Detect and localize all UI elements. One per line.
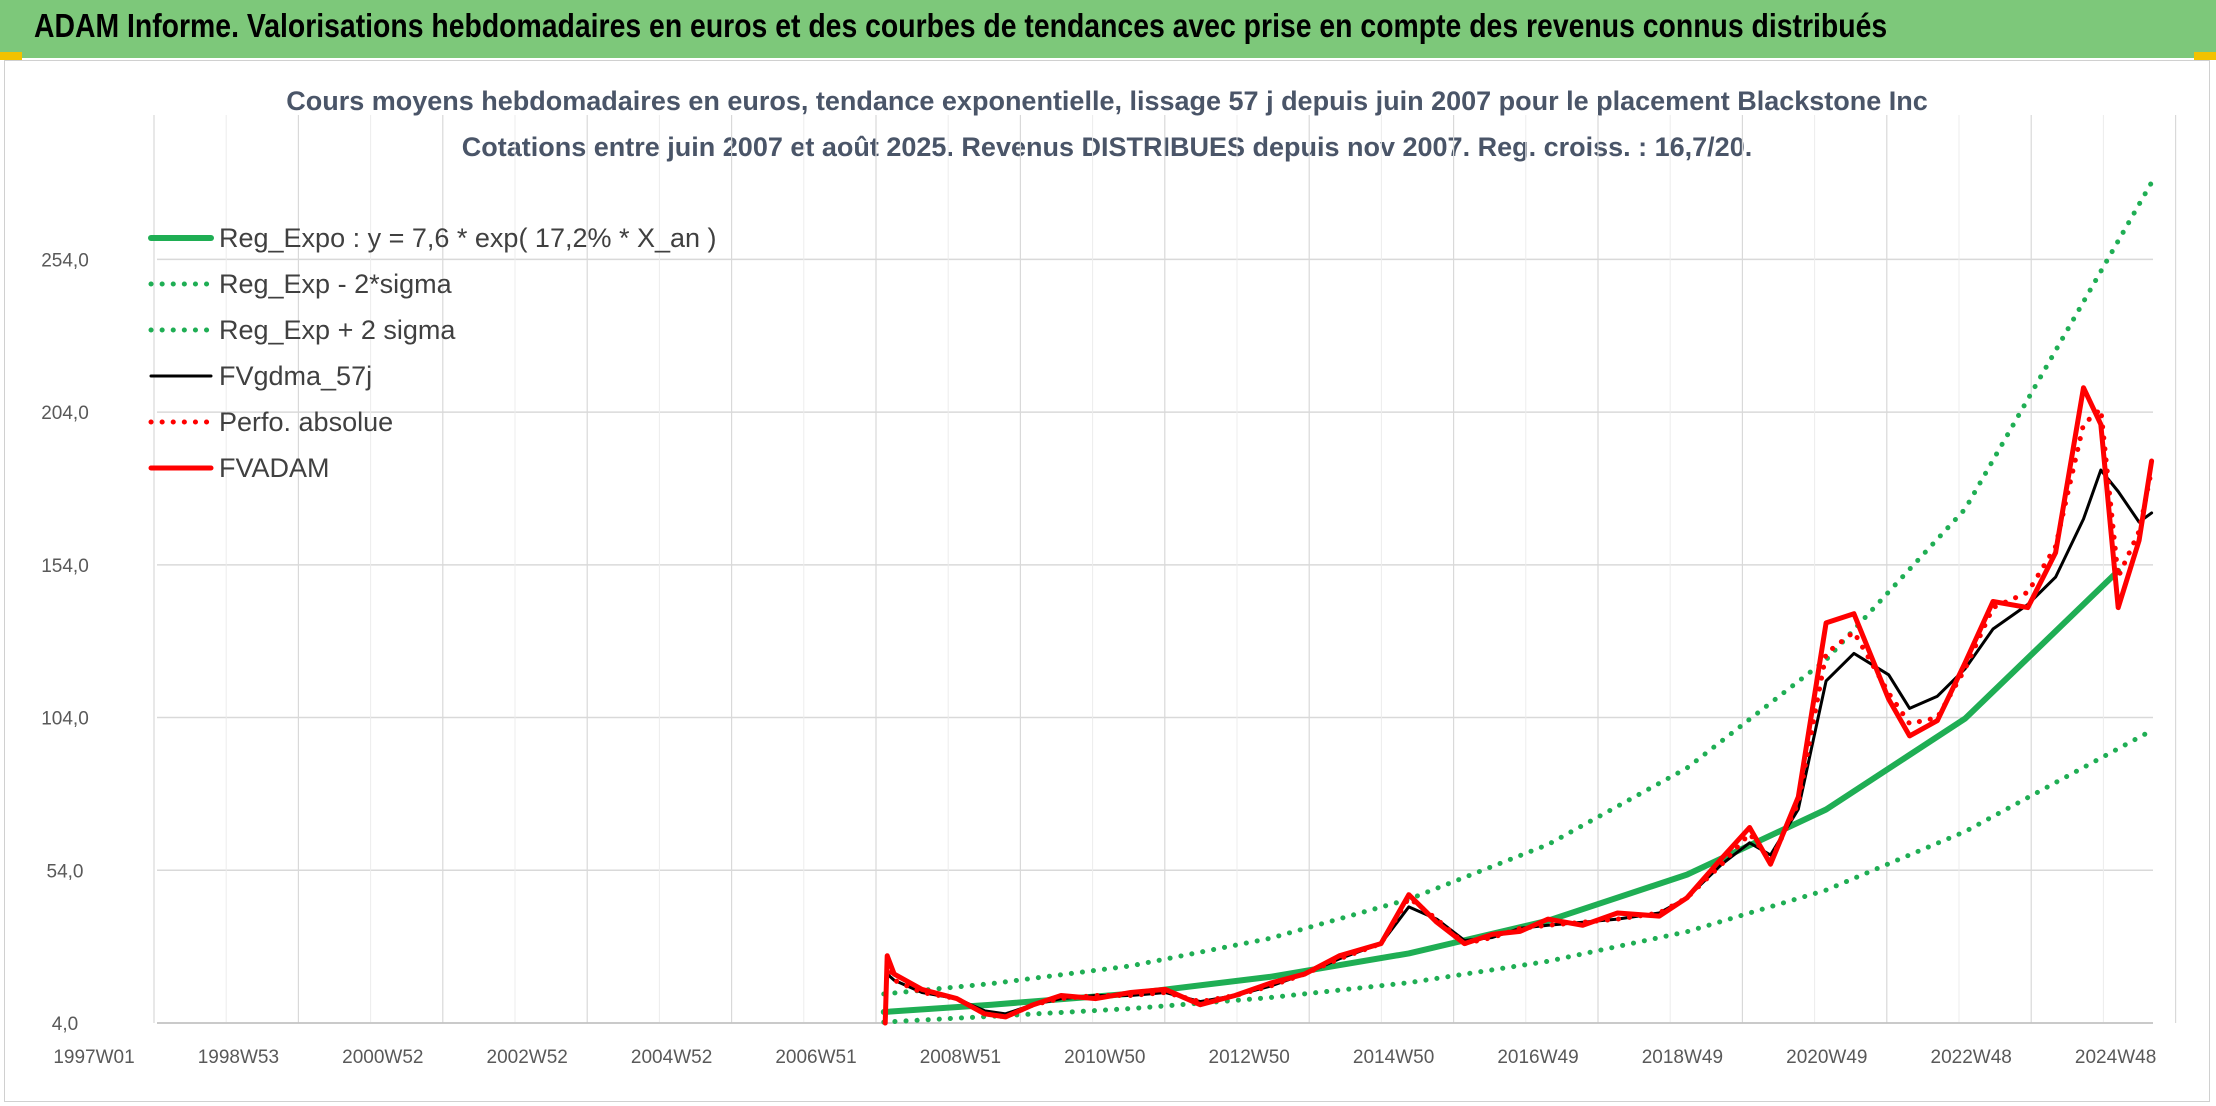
x-tick-label: 2010W50 (1064, 1047, 1145, 1068)
y-tick-label: 104,0 (41, 709, 89, 730)
x-tick-label: 2022W48 (1931, 1047, 2012, 1068)
x-tick-label: 2024W48 (2075, 1047, 2156, 1068)
legend-label: Reg_Exp - 2*sigma (219, 269, 453, 299)
y-tick-label: 4,0 (52, 1014, 78, 1035)
legend-label: Perfo. absolue (219, 407, 393, 437)
report-header: ADAM Informe. Valorisations hebdomadaire… (0, 0, 2216, 60)
x-tick-label: 2012W50 (1209, 1047, 1290, 1068)
y-tick-label: 204,0 (41, 403, 89, 424)
x-tick-label: 1997W01 (53, 1047, 134, 1068)
y-tick-label: 154,0 (41, 556, 89, 577)
chart-svg: Cours moyens hebdomadaires en euros, ten… (41, 86, 2177, 1068)
x-tick-label: 2000W52 (342, 1047, 423, 1068)
x-tick-label: 2002W52 (487, 1047, 568, 1068)
report-title: ADAM Informe. Valorisations hebdomadaire… (34, 7, 1888, 44)
x-tick-label: 2014W50 (1353, 1047, 1434, 1068)
legend: Reg_Expo : y = 7,6 * exp( 17,2% * X_an )… (148, 223, 717, 483)
legend-label: FVgdma_57j (219, 361, 372, 391)
series-line-2 (881, 177, 2156, 997)
x-tick-label: 2020W49 (1786, 1047, 1867, 1068)
x-tick-label: 1998W53 (198, 1047, 279, 1068)
header-corner-left (0, 52, 22, 60)
series-line-0 (880, 567, 2122, 1015)
y-tick-label: 254,0 (41, 250, 89, 271)
legend-label: Reg_Exp + 2 sigma (219, 315, 456, 345)
x-tick-label: 2004W52 (631, 1047, 712, 1068)
x-tick-label: 2006W51 (775, 1047, 856, 1068)
grid (153, 115, 2177, 1024)
y-tick-label: 54,0 (47, 861, 84, 882)
series-line-1 (881, 727, 2156, 1025)
x-tick-label: 2018W49 (1642, 1047, 1723, 1068)
chart-area: Cours moyens hebdomadaires en euros, ten… (4, 60, 2210, 1102)
chart-subtitle: Cotations entre juin 2007 et août 2025. … (462, 132, 1752, 162)
header-corner-right (2194, 52, 2216, 60)
x-tick-label: 2016W49 (1497, 1047, 1578, 1068)
axes: 4,0 54,0 104,0 154,0 204,0 254,0 1997W01 1998W5… (41, 250, 2156, 1068)
legend-label: FVADAM (219, 453, 330, 483)
legend-label: Reg_Expo : y = 7,6 * exp( 17,2% * X_an ) (219, 223, 717, 253)
series (880, 177, 2156, 1026)
series-line-5 (882, 385, 2155, 1026)
x-tick-label: 2008W51 (920, 1047, 1001, 1068)
chart-title: Cours moyens hebdomadaires en euros, ten… (286, 86, 1928, 116)
